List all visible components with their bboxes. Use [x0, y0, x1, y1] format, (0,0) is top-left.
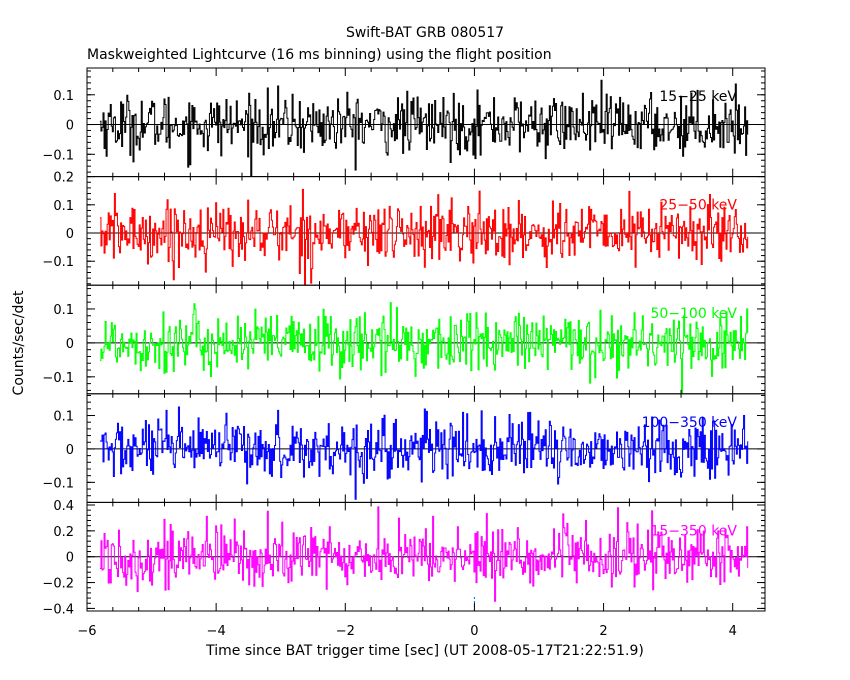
band-label: 50−100 keV: [650, 306, 737, 322]
y-tick-label: −0.1: [42, 148, 74, 163]
y-tick-label: 0.1: [53, 303, 74, 318]
lightcurve-series: [99, 79, 749, 177]
y-tick-label: 0: [66, 337, 74, 352]
x-tick-label: 2: [599, 624, 607, 639]
y-tick-label: −0.4: [42, 602, 74, 617]
y-tick-label: −0.1: [42, 476, 74, 491]
band-label: 15−25 keV: [659, 89, 737, 105]
x-tick-label: −6: [77, 624, 96, 639]
y-axis-label: Counts/sec/det: [11, 290, 27, 395]
panels-layer: −0.100.1 15−25 keV−0.100.10.225−50 keV−0.…: [42, 67, 766, 617]
panel-3: −0.1 0 0.1 50−100 keV: [42, 284, 766, 395]
band-label: 25−50 keV: [659, 198, 737, 214]
y-tick-label: 0: [66, 227, 74, 242]
panel-4: −0.1 0 0.1 100−350 keV: [42, 393, 766, 503]
y-tick-label: 0: [66, 551, 74, 566]
y-tick-label: 0.4: [53, 499, 74, 514]
y-tick-label: 0: [66, 119, 74, 134]
panel-5: −0.4 −0.2 0 0.2 0.4 15−350 keV: [42, 499, 766, 617]
lightcurve-series: [99, 406, 749, 500]
x-tick-label: −4: [207, 624, 226, 639]
chart-subtitle: Maskweighted Lightcurve (16 ms binning) …: [87, 47, 552, 63]
panel-1: −0.1 0 0.1 15−25 keV: [42, 67, 766, 178]
chart-title: Swift-BAT GRB 080517: [346, 25, 504, 41]
band-label: 15−350 keV: [650, 523, 737, 539]
lightcurve-series: [99, 506, 749, 602]
band-label: 100−350 keV: [642, 415, 738, 431]
x-tick-label: 0: [470, 624, 478, 639]
x-tick-label: 4: [729, 624, 737, 639]
y-tick-label: 0.2: [53, 525, 74, 540]
x-axis-label: Time since BAT trigger time [sec] (UT 20…: [205, 643, 644, 659]
y-tick-label: 0: [66, 443, 74, 458]
x-axis: −6 −4 −2 0 2 4: [77, 624, 736, 639]
y-tick-label: 0.2: [53, 171, 74, 186]
panel-2: −0.1 0 0.1 0.2 25−50 keV: [42, 171, 766, 286]
y-tick-label: −0.2: [42, 577, 74, 592]
x-tick-label: −2: [336, 624, 355, 639]
y-tick-label: −0.1: [42, 255, 74, 270]
y-tick-label: −0.1: [42, 371, 74, 386]
y-tick-label: 0.1: [53, 199, 74, 214]
lightcurve-series: [99, 188, 749, 285]
y-tick-label: 0.1: [53, 89, 74, 104]
y-tick-label: 0.1: [53, 410, 74, 425]
lightcurve-series: [99, 302, 749, 394]
